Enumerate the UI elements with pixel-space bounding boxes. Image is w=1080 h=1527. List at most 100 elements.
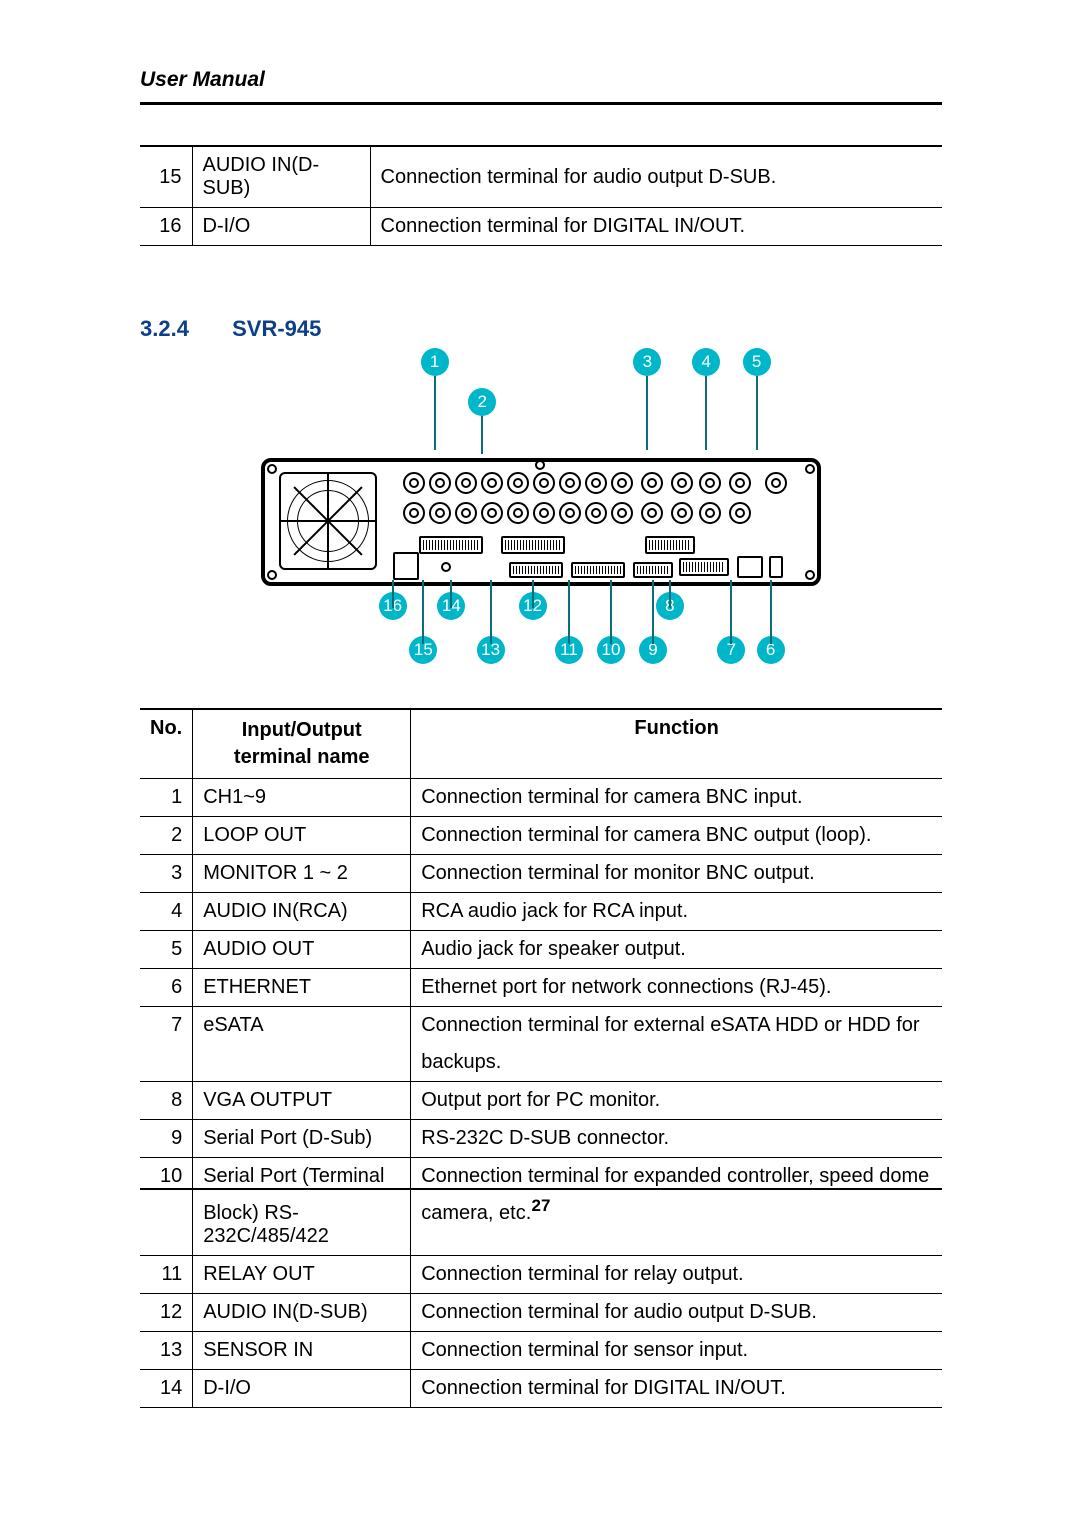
- bnc-connector: [729, 502, 751, 524]
- bnc-connector: [641, 472, 663, 494]
- bnc-connector: [641, 502, 663, 524]
- table-row: 16D-I/OConnection terminal for DIGITAL I…: [140, 208, 942, 246]
- cell-no: 5: [140, 931, 193, 969]
- cell-no: 6: [140, 969, 193, 1007]
- rear-panel-diagram: 1345 2 1614128 15131110976: [261, 348, 821, 672]
- continuation-table: 15AUDIO IN(D-SUB)Connection terminal for…: [140, 145, 942, 246]
- cell-name: [193, 1044, 411, 1082]
- col-name: Input/Output terminal name: [193, 709, 411, 779]
- page-footer: 27: [140, 1188, 942, 1216]
- esata-port: [769, 556, 783, 578]
- port-block: [501, 536, 565, 554]
- cell-func: Ethernet port for network connections (R…: [411, 969, 942, 1007]
- bnc-connector: [611, 502, 633, 524]
- callout-number: 5: [743, 348, 771, 376]
- cell-func: Connection terminal for monitor BNC outp…: [411, 855, 942, 893]
- bnc-connector: [585, 502, 607, 524]
- cell-name: AUDIO OUT: [193, 931, 411, 969]
- bnc-connector: [611, 472, 633, 494]
- cell-name: RELAY OUT: [193, 1256, 411, 1294]
- bnc-connector: [429, 472, 451, 494]
- cell-name: D-I/O: [192, 208, 370, 246]
- col-function: Function: [411, 709, 942, 779]
- dsub-port: [509, 562, 563, 578]
- cell-func: Connection terminal for external eSATA H…: [411, 1007, 942, 1045]
- dsub-port: [633, 562, 673, 578]
- table-row: 2LOOP OUTConnection terminal for camera …: [140, 817, 942, 855]
- table-row: 12AUDIO IN(D-SUB)Connection terminal for…: [140, 1294, 942, 1332]
- device-panel: [261, 458, 821, 586]
- cell-no: 9: [140, 1120, 193, 1158]
- table-row: 5AUDIO OUTAudio jack for speaker output.: [140, 931, 942, 969]
- bnc-connector: [671, 502, 693, 524]
- bnc-connector: [585, 472, 607, 494]
- table-row: 6ETHERNETEthernet port for network conne…: [140, 969, 942, 1007]
- cell-func: Connection terminal for camera BNC outpu…: [411, 817, 942, 855]
- bnc-connector: [455, 472, 477, 494]
- cell-name: MONITOR 1 ~ 2: [193, 855, 411, 893]
- cell-func: Connection terminal for sensor input.: [411, 1332, 942, 1370]
- bnc-connector: [559, 472, 581, 494]
- cell-func: Connection terminal for audio output D-S…: [370, 146, 942, 208]
- table-row: 11RELAY OUTConnection terminal for relay…: [140, 1256, 942, 1294]
- cell-no: 7: [140, 1007, 193, 1045]
- cell-name: Serial Port (D-Sub): [193, 1120, 411, 1158]
- bnc-connector: [455, 502, 477, 524]
- cell-name: AUDIO IN(D-SUB): [192, 146, 370, 208]
- cell-func: RS-232C D-SUB connector.: [411, 1120, 942, 1158]
- bnc-connector: [403, 502, 425, 524]
- bnc-connector: [507, 472, 529, 494]
- col-no: No.: [140, 709, 193, 779]
- cell-no: 4: [140, 893, 193, 931]
- cell-name: eSATA: [193, 1007, 411, 1045]
- callout-number: 1: [421, 348, 449, 376]
- bnc-connector: [765, 472, 787, 494]
- cell-name: SENSOR IN: [193, 1332, 411, 1370]
- section-number: 3.2.4: [140, 316, 226, 342]
- cell-func: RCA audio jack for RCA input.: [411, 893, 942, 931]
- port-block: [645, 536, 695, 554]
- cell-func: Connection terminal for audio output D-S…: [411, 1294, 942, 1332]
- table-row: 1CH1~9Connection terminal for camera BNC…: [140, 779, 942, 817]
- table-row: 15AUDIO IN(D-SUB)Connection terminal for…: [140, 146, 942, 208]
- bnc-connector: [699, 502, 721, 524]
- port-block: [419, 536, 483, 554]
- cell-func: Connection terminal for camera BNC input…: [411, 779, 942, 817]
- cell-name: AUDIO IN(RCA): [193, 893, 411, 931]
- cell-name: LOOP OUT: [193, 817, 411, 855]
- callout-number: 2: [468, 388, 496, 416]
- table-header-row: No. Input/Output terminal name Function: [140, 709, 942, 779]
- cell-func: Connection terminal for DIGITAL IN/OUT.: [411, 1370, 942, 1408]
- ground-screw: [441, 562, 451, 572]
- cell-name: D-I/O: [193, 1370, 411, 1408]
- section-title: SVR-945: [232, 316, 321, 341]
- callout-number: 3: [633, 348, 661, 376]
- cell-no: 8: [140, 1082, 193, 1120]
- cell-func: Audio jack for speaker output.: [411, 931, 942, 969]
- cell-no: [140, 1044, 193, 1082]
- table-row: 8VGA OUTPUTOutput port for PC monitor.: [140, 1082, 942, 1120]
- table-row: 14D-I/OConnection terminal for DIGITAL I…: [140, 1370, 942, 1408]
- cell-no: 2: [140, 817, 193, 855]
- power-inlet: [393, 552, 419, 580]
- cell-no: 3: [140, 855, 193, 893]
- cell-name: CH1~9: [193, 779, 411, 817]
- cell-func: Connection terminal for DIGITAL IN/OUT.: [370, 208, 942, 246]
- cell-no: 11: [140, 1256, 193, 1294]
- cell-func: Connection terminal for relay output.: [411, 1256, 942, 1294]
- fan-icon: [279, 472, 377, 570]
- rj45-port: [737, 556, 763, 578]
- bnc-connector: [507, 502, 529, 524]
- bnc-connector: [559, 502, 581, 524]
- cell-func: Output port for PC monitor.: [411, 1082, 942, 1120]
- cell-name: ETHERNET: [193, 969, 411, 1007]
- table-row: 3MONITOR 1 ~ 2Connection terminal for mo…: [140, 855, 942, 893]
- table-row: 9Serial Port (D-Sub)RS-232C D-SUB connec…: [140, 1120, 942, 1158]
- cell-no: 16: [140, 208, 192, 246]
- cell-no: 12: [140, 1294, 193, 1332]
- cell-no: 14: [140, 1370, 193, 1408]
- bnc-connector: [671, 472, 693, 494]
- cell-func: backups.: [411, 1044, 942, 1082]
- bnc-connector: [729, 472, 751, 494]
- io-table: No. Input/Output terminal name Function …: [140, 708, 942, 1408]
